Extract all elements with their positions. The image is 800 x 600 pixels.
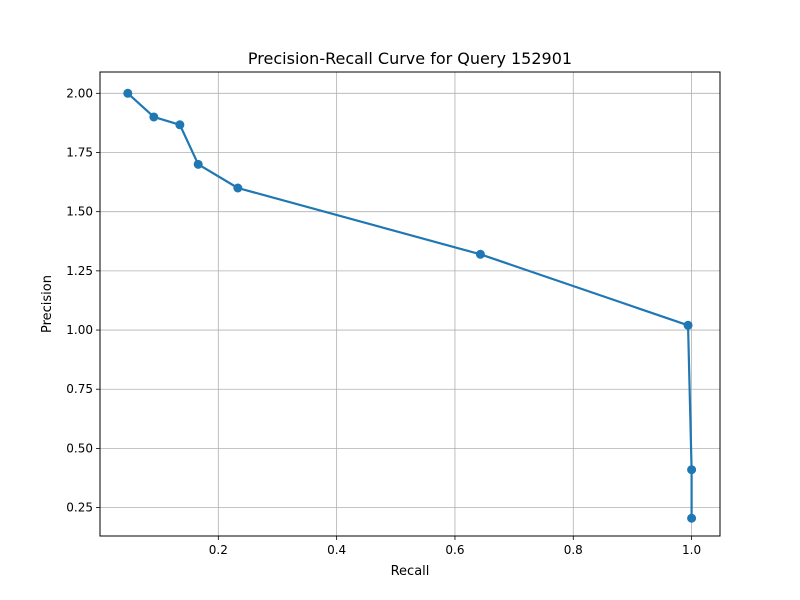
x-tick-label: 0.2	[209, 543, 228, 557]
pr-curve-point	[475, 249, 485, 259]
y-tick-label: 0.50	[66, 441, 93, 455]
y-tick-label: 0.25	[66, 501, 93, 515]
pr-curve-point	[233, 183, 243, 193]
y-tick-label: 1.75	[66, 145, 93, 159]
y-tick-label: 1.25	[66, 264, 93, 278]
y-tick-label: 2.00	[66, 86, 93, 100]
x-tick-label: 0.4	[327, 543, 346, 557]
x-axis-ticks: 0.2 0.4 0.6 0.8 1.0	[209, 536, 701, 557]
plot-frame	[99, 71, 721, 537]
pr-curve-point	[175, 120, 185, 130]
y-axis-ticks: 0.25 0.50 0.75 1.00 1.25 1.50 1.75 2.00	[66, 86, 100, 515]
x-tick-label: 1.0	[682, 543, 701, 557]
pr-curve-point	[193, 159, 203, 169]
x-tick-label: 0.8	[564, 543, 583, 557]
pr-curve-point	[683, 320, 693, 330]
y-tick-label: 1.00	[66, 323, 93, 337]
y-tick-label: 1.50	[66, 205, 93, 219]
pr-curve-point	[123, 88, 133, 98]
x-tick-label: 0.6	[445, 543, 464, 557]
grid	[100, 72, 720, 536]
x-axis-label: Recall	[391, 564, 430, 579]
pr-curve-point	[687, 465, 697, 475]
y-tick-label: 0.75	[66, 382, 93, 396]
pr-curve-point	[687, 513, 697, 523]
pr-curve-point	[149, 112, 159, 122]
y-axis-label: Precision	[40, 275, 55, 333]
series	[123, 88, 697, 523]
chart-title: Precision-Recall Curve for Query 152901	[248, 49, 572, 68]
